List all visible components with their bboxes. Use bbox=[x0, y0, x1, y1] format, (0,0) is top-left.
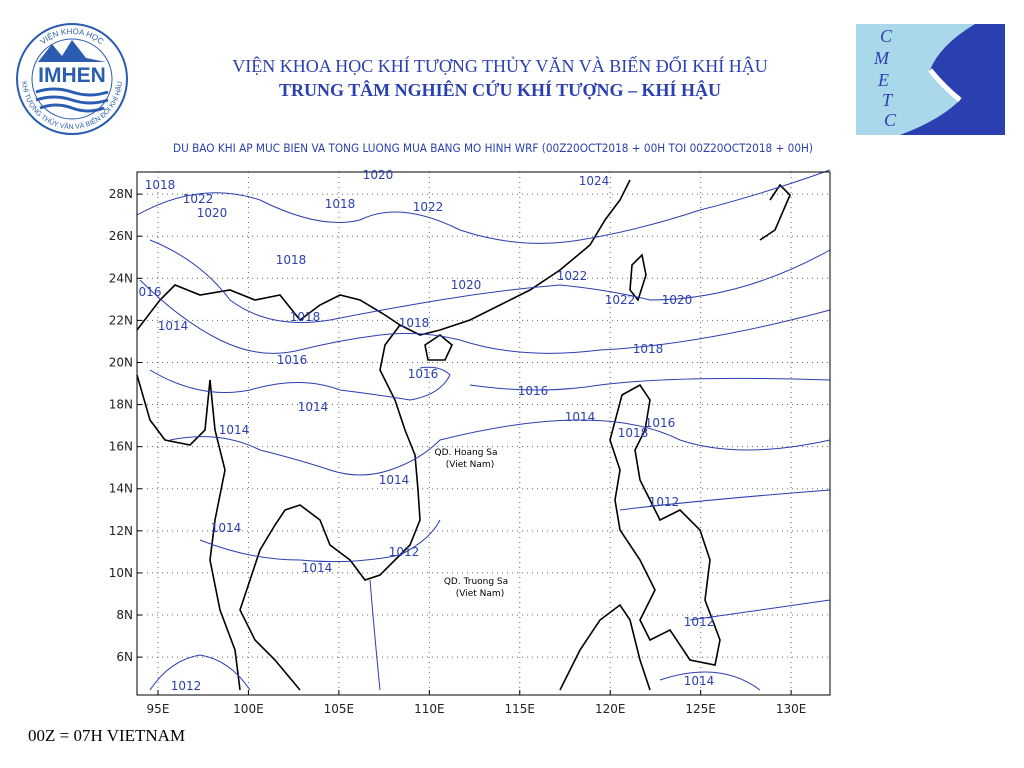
isobar-label: 1020 bbox=[363, 168, 394, 182]
x-tick-label: 95E bbox=[147, 702, 170, 716]
y-tick-label: 18N bbox=[109, 398, 133, 412]
isobar-label: 1014 bbox=[565, 410, 596, 424]
isobar-label: 1018 bbox=[618, 426, 649, 440]
header-title: VIỆN KHOA HỌC KHÍ TƯỢNG THỦY VĂN VÀ BIẾN… bbox=[232, 55, 767, 76]
isobar-label: 1012 bbox=[171, 679, 202, 693]
place-note: (Viet Nam) bbox=[446, 460, 494, 470]
isobar-label: 1020 bbox=[451, 278, 482, 292]
y-tick-label: 22N bbox=[109, 313, 133, 327]
footer-note: 00Z = 07H VIETNAM bbox=[28, 726, 185, 745]
isobar-label: 1016 bbox=[408, 367, 439, 381]
map-frame bbox=[136, 171, 831, 696]
y-tick-label: 26N bbox=[109, 229, 133, 243]
isobar-label: 1014 bbox=[158, 319, 189, 333]
logo-letter: C bbox=[880, 26, 893, 46]
y-tick-label: 28N bbox=[109, 187, 133, 201]
isobar-label: 1022 bbox=[183, 192, 214, 206]
isobar-label: 1018 bbox=[290, 310, 321, 324]
isobar-label: 1022 bbox=[413, 200, 444, 214]
y-tick-label: 14N bbox=[109, 482, 133, 496]
y-tick-label: 12N bbox=[109, 524, 133, 538]
isobar-label: 1018 bbox=[145, 178, 176, 192]
x-tick-label: 100E bbox=[233, 702, 264, 716]
map-title: DU BAO KHI AP MUC BIEN VA TONG LUONG MUA… bbox=[173, 141, 813, 155]
y-tick-label: 20N bbox=[109, 355, 133, 369]
logo-letter: T bbox=[882, 90, 894, 110]
isobar-label: 1014 bbox=[298, 400, 329, 414]
isobar-label: 1018 bbox=[633, 342, 664, 356]
isobar-label: 1022 bbox=[605, 293, 636, 307]
x-tick-label: 105E bbox=[324, 702, 355, 716]
isobar-label: 1014 bbox=[219, 423, 250, 437]
imhen-logo: IMHEN VIỆN KHOA HỌC KHÍ TƯỢNG THỦY VĂN V… bbox=[16, 23, 128, 135]
isobar-label: 1014 bbox=[379, 473, 410, 487]
isobar-label: 1014 bbox=[684, 674, 715, 688]
x-tick-label: 120E bbox=[595, 702, 626, 716]
place-name: QD. Truong Sa bbox=[444, 577, 508, 587]
isobar-label: 1018 bbox=[325, 197, 356, 211]
isobar-label: 1012 bbox=[389, 545, 420, 559]
isobar-label: 1016 bbox=[645, 416, 676, 430]
header-subtitle: TRUNG TÂM NGHIÊN CỨU KHÍ TƯỢNG – KHÍ HẬU bbox=[279, 79, 721, 100]
isobar-label: 1012 bbox=[649, 495, 680, 509]
y-tick-label: 16N bbox=[109, 440, 133, 454]
place-note: (Viet Nam) bbox=[456, 589, 504, 599]
x-tick-label: 110E bbox=[414, 702, 445, 716]
logo-letter: E bbox=[877, 70, 889, 90]
logo-name: IMHEN bbox=[38, 64, 106, 87]
y-tick-label: 10N bbox=[109, 566, 133, 580]
x-tick-label: 115E bbox=[505, 702, 536, 716]
x-tick-label: 130E bbox=[776, 702, 807, 716]
isobar-label: 1016 bbox=[518, 384, 549, 398]
y-tick-label: 24N bbox=[109, 271, 133, 285]
isobars bbox=[136, 169, 831, 691]
isobar-label: 1024 bbox=[579, 174, 610, 188]
grid: 95E 100E 105E 110E 115E 120E 125E 130E 6N 8N 10N 12… bbox=[109, 172, 830, 716]
isobar-label: 1018 bbox=[276, 253, 307, 267]
isobar-label: 1014 bbox=[211, 521, 242, 535]
logo-letter: C bbox=[884, 110, 897, 130]
isobar-label: 1016 bbox=[277, 353, 308, 367]
isobar-label: 1018 bbox=[399, 316, 430, 330]
isobar-label: 1012 bbox=[684, 615, 715, 629]
isobar-label: 1020 bbox=[662, 293, 693, 307]
isobar-label: 1014 bbox=[302, 561, 333, 575]
place-name: QD. Hoang Sa bbox=[434, 448, 497, 458]
isobar-label: 1020 bbox=[197, 206, 228, 220]
coastlines bbox=[136, 179, 791, 691]
x-tick-label: 125E bbox=[685, 702, 716, 716]
y-tick-label: 6N bbox=[116, 650, 133, 664]
logo-letter: M bbox=[873, 48, 890, 68]
isobar-label: 016 bbox=[139, 285, 162, 299]
isobar-label: 1022 bbox=[557, 269, 588, 283]
y-tick-label: 8N bbox=[116, 608, 133, 622]
